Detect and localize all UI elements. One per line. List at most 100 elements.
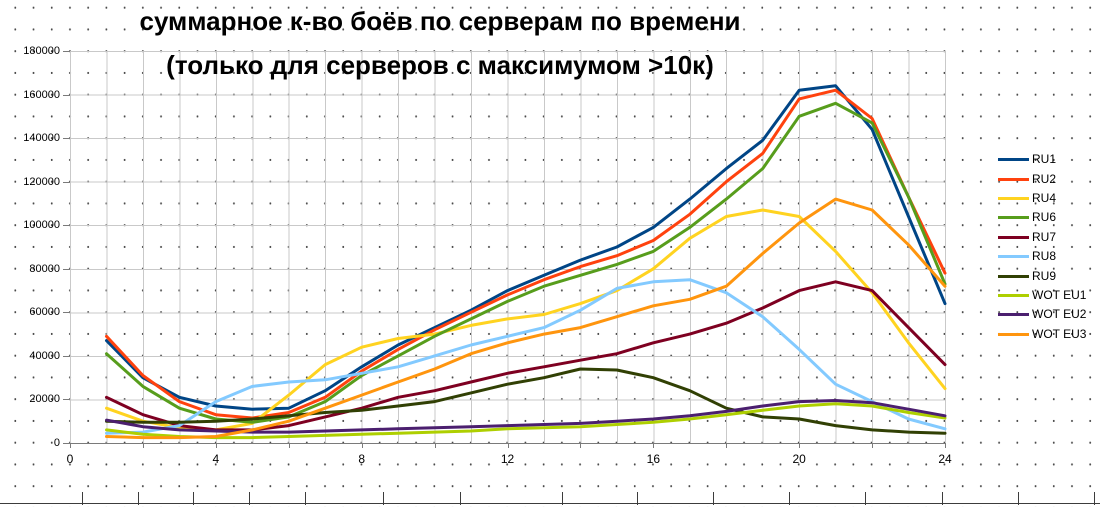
- x-axis-tick: [361, 443, 363, 448]
- bottom-ruler-tick: [789, 492, 790, 505]
- x-axis-label: 16: [646, 452, 660, 466]
- legend-color-swatch: [998, 235, 1029, 239]
- x-axis-tick: [872, 443, 874, 448]
- x-axis-tick: [799, 443, 801, 448]
- bottom-ruler-tick: [249, 492, 250, 505]
- x-axis-label: 20: [792, 452, 806, 466]
- legend-item-ru2: RU2: [998, 169, 1086, 188]
- bottom-ruler-line: [0, 503, 1100, 504]
- y-axis-label: 180000: [23, 45, 60, 57]
- bottom-ruler-tick: [713, 492, 714, 505]
- x-axis-label: 8: [358, 452, 365, 466]
- legend-item-wot-eu1: WOT EU1: [998, 286, 1086, 305]
- legend-label: RU4: [1032, 190, 1057, 205]
- y-axis-tick: [63, 399, 70, 401]
- y-axis-label: 20000: [29, 393, 60, 406]
- legend-color-swatch: [998, 274, 1029, 278]
- series-line-wot-eu3: [105, 197, 947, 440]
- legend-color-swatch: [998, 313, 1029, 317]
- y-axis-tick: [63, 268, 70, 270]
- bottom-ruler-tick: [82, 492, 83, 505]
- legend-label: RU8: [1032, 249, 1057, 264]
- legend-label: RU6: [1032, 210, 1057, 225]
- series-line-ru2: [105, 88, 947, 420]
- series-line-ru9: [105, 367, 947, 435]
- legend-color-swatch: [998, 196, 1029, 200]
- legend-label: WOT EU3: [1032, 326, 1087, 341]
- x-axis-tick: [726, 443, 728, 448]
- series-line-wot-eu1: [105, 402, 947, 440]
- y-axis-tick: [63, 443, 70, 444]
- y-axis-label: 140000: [23, 132, 60, 145]
- y-axis-tick: [63, 94, 70, 96]
- bottom-ruler-tick: [460, 492, 461, 505]
- bottom-ruler-tick: [562, 492, 563, 505]
- legend-item-ru9: RU9: [998, 266, 1086, 285]
- bottom-ruler-tick: [305, 492, 306, 505]
- legend-color-swatch: [998, 216, 1029, 220]
- x-axis-tick: [653, 443, 655, 448]
- y-axis-label: 40000: [29, 349, 60, 362]
- legend-item-ru4: RU4: [998, 189, 1086, 208]
- legend-label: WOT EU1: [1032, 287, 1087, 302]
- y-axis-tick: [63, 181, 70, 183]
- legend-item-ru8: RU8: [998, 247, 1086, 266]
- series-line-ru1: [105, 84, 947, 411]
- chart-legend: RU1 RU2 RU4 RU6 RU7 RU8 RU9 WOT EU1 WOT EU2 WOT E…: [998, 150, 1086, 344]
- bottom-ruler-tick: [1018, 492, 1019, 505]
- x-axis-label: 12: [500, 452, 515, 466]
- series-line-ru6: [105, 101, 947, 424]
- legend-item-ru1: RU1: [998, 150, 1086, 169]
- legend-item-wot-eu2: WOT EU2: [998, 305, 1086, 324]
- legend-label: RU1: [1032, 152, 1057, 167]
- chart-subtitle: (только для серверов с максимумом >10к): [166, 50, 714, 80]
- bottom-ruler-tick: [138, 492, 139, 505]
- x-axis-tick: [945, 443, 946, 448]
- x-axis-tick: [70, 443, 71, 448]
- y-axis-label: 60000: [29, 306, 60, 319]
- y-axis-tick: [63, 312, 70, 314]
- legend-color-swatch: [998, 255, 1029, 259]
- legend-label: WOT EU2: [1032, 307, 1087, 322]
- x-axis-label: 0: [66, 452, 74, 466]
- y-axis-label: 100000: [23, 219, 60, 232]
- y-axis-label: 120000: [23, 175, 60, 188]
- chart-title: суммарное к-во боёв по серверам по време…: [139, 6, 741, 36]
- legend-label: RU2: [1032, 171, 1057, 186]
- y-axis-tick: [63, 138, 70, 140]
- y-axis-label: 0: [53, 437, 60, 449]
- bottom-ruler-tick: [193, 492, 194, 505]
- y-axis-tick: [63, 355, 70, 357]
- plot-area: [70, 51, 947, 444]
- x-axis-tick: [434, 443, 436, 448]
- y-axis-label: 160000: [23, 88, 60, 101]
- bottom-ruler-tick: [383, 492, 384, 505]
- legend-item-wot-eu3: WOT EU3: [998, 325, 1086, 344]
- series-line-ru8: [105, 278, 947, 435]
- x-axis-label: 24: [938, 452, 952, 466]
- x-axis-tick: [580, 443, 582, 448]
- bottom-ruler-tick: [1094, 492, 1095, 505]
- x-axis-tick: [142, 443, 144, 448]
- series-line-ru4: [105, 208, 947, 432]
- y-axis-tick: [63, 225, 70, 227]
- bottom-ruler-tick: [942, 492, 943, 505]
- y-axis-tick: [63, 51, 70, 52]
- legend-color-swatch: [998, 332, 1029, 336]
- chart-series-lines: [105, 84, 947, 440]
- legend-label: RU7: [1032, 229, 1057, 244]
- x-axis-label: 4: [212, 452, 220, 466]
- legend-item-ru7: RU7: [998, 228, 1086, 247]
- legend-color-swatch: [998, 293, 1029, 297]
- legend-color-swatch: [998, 177, 1029, 181]
- x-axis-tick: [507, 443, 509, 448]
- legend-color-swatch: [998, 158, 1029, 162]
- x-axis-tick: [288, 443, 290, 448]
- y-axis-label: 80000: [29, 262, 60, 275]
- bottom-ruler-tick: [865, 492, 866, 505]
- bottom-ruler-tick: [637, 492, 638, 505]
- legend-item-ru6: RU6: [998, 208, 1086, 227]
- legend-label: RU9: [1032, 268, 1057, 283]
- x-axis-tick: [215, 443, 217, 448]
